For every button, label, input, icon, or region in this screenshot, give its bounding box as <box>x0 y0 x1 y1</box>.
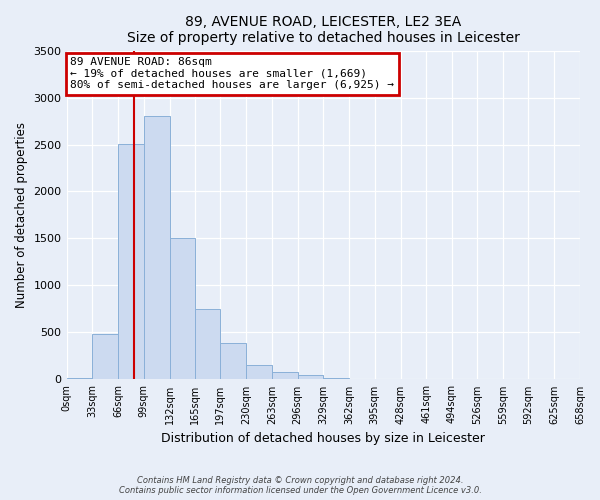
Bar <box>92 334 118 380</box>
Bar <box>144 116 170 380</box>
X-axis label: Distribution of detached houses by size in Leicester: Distribution of detached houses by size … <box>161 432 485 445</box>
Bar <box>220 343 246 380</box>
Bar <box>170 238 195 380</box>
Y-axis label: Number of detached properties: Number of detached properties <box>15 122 28 308</box>
Bar <box>118 144 144 380</box>
Bar <box>67 378 92 380</box>
Text: 89 AVENUE ROAD: 86sqm
← 19% of detached houses are smaller (1,669)
80% of semi-d: 89 AVENUE ROAD: 86sqm ← 19% of detached … <box>70 57 394 90</box>
Bar <box>195 309 220 380</box>
Text: Contains HM Land Registry data © Crown copyright and database right 2024.
Contai: Contains HM Land Registry data © Crown c… <box>119 476 481 495</box>
Bar <box>323 378 349 380</box>
Bar <box>246 366 272 380</box>
Bar <box>272 372 298 380</box>
Title: 89, AVENUE ROAD, LEICESTER, LE2 3EA
Size of property relative to detached houses: 89, AVENUE ROAD, LEICESTER, LE2 3EA Size… <box>127 15 520 45</box>
Bar <box>298 374 323 380</box>
